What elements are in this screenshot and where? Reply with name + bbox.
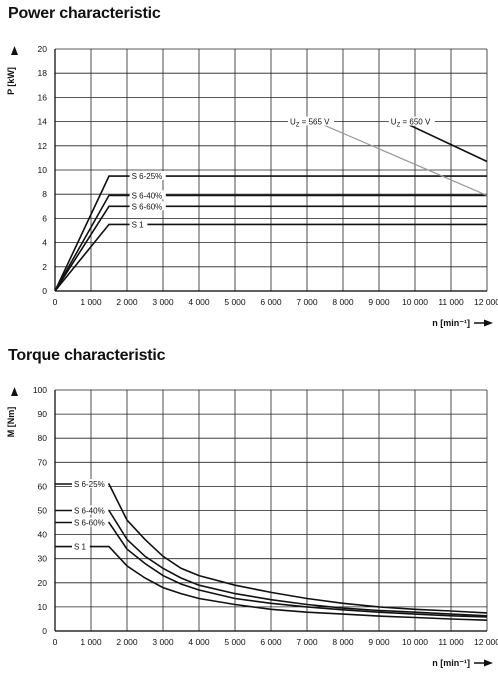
series-label-rest: = 650 V bbox=[400, 118, 431, 127]
y-tick-label: 2 bbox=[42, 262, 47, 272]
x-tick-label: 5 000 bbox=[224, 637, 246, 647]
x-tick-label: 3 000 bbox=[152, 297, 174, 307]
series-label: S 6-40% bbox=[132, 191, 163, 200]
series-label: S 6-60% bbox=[132, 202, 163, 211]
y-tick-label: 6 bbox=[42, 213, 47, 223]
y-tick-label: 40 bbox=[38, 530, 48, 540]
y-tick-label: 100 bbox=[33, 385, 47, 395]
x-tick-label: 10 000 bbox=[402, 297, 428, 307]
series-line bbox=[396, 118, 488, 163]
label-bg bbox=[129, 219, 148, 229]
series-label-subscript: Z bbox=[397, 123, 401, 129]
x-tick-label: 4 000 bbox=[188, 637, 210, 647]
x-tick-label: 1 000 bbox=[80, 637, 102, 647]
x-tick-label: 9 000 bbox=[368, 297, 390, 307]
chart-0: 0 1 000 2 000 3 000 4 000 5 000 6 000 7 000 8 00… bbox=[6, 44, 498, 328]
x-tick-label: 3 000 bbox=[152, 637, 174, 647]
y-tick-label: 30 bbox=[38, 554, 48, 564]
x-tick-label: 0 bbox=[53, 297, 58, 307]
label-bg bbox=[72, 478, 109, 488]
label-bg bbox=[72, 517, 109, 527]
torque-chart-title: Torque characteristic bbox=[8, 347, 166, 364]
x-tick-label: 7 000 bbox=[296, 637, 318, 647]
x-axis-arrowhead bbox=[484, 319, 493, 327]
x-tick-label: 2 000 bbox=[116, 637, 138, 647]
y-tick-label: 20 bbox=[38, 44, 48, 54]
x-tick-label: 6 000 bbox=[260, 637, 282, 647]
power-chart-title: Power characteristic bbox=[8, 5, 161, 22]
x-tick-label: 0 bbox=[53, 637, 58, 647]
series-label-rest: = 565 V bbox=[299, 118, 330, 127]
label-bg bbox=[72, 505, 109, 515]
series-line bbox=[55, 545, 488, 621]
y-tick-label: 60 bbox=[38, 481, 48, 491]
y-axis-label: M [Nm] bbox=[6, 407, 16, 438]
x-axis-label: n [min⁻¹] bbox=[432, 318, 470, 328]
x-tick-label: 8 000 bbox=[332, 297, 354, 307]
x-tick-label: 12 000 bbox=[474, 297, 498, 307]
x-tick-label: 1 000 bbox=[80, 297, 102, 307]
series-label: S 6-60% bbox=[74, 519, 105, 528]
series-label-subscript: Z bbox=[296, 123, 300, 129]
y-tick-label: 10 bbox=[38, 602, 48, 612]
y-tick-label: 70 bbox=[38, 457, 48, 467]
label-bg bbox=[129, 190, 166, 200]
y-axis-arrow bbox=[11, 387, 18, 396]
label-bg bbox=[129, 201, 166, 211]
series-label: UZ = 650 V bbox=[391, 118, 431, 129]
y-tick-label: 16 bbox=[38, 92, 48, 102]
y-tick-label: 4 bbox=[42, 238, 47, 248]
y-tick-label: 0 bbox=[42, 626, 47, 636]
x-axis-label: n [min⁻¹] bbox=[432, 658, 470, 668]
series-label: S 6-40% bbox=[74, 507, 105, 516]
series-line bbox=[54, 205, 487, 292]
label-bg bbox=[72, 541, 90, 551]
x-axis-arrowhead bbox=[484, 659, 493, 667]
label-bg bbox=[288, 116, 334, 126]
x-tick-label: 2 000 bbox=[116, 297, 138, 307]
y-axis-arrow bbox=[11, 46, 18, 55]
series-label: UZ = 565 V bbox=[290, 118, 330, 129]
series-label: S 1 bbox=[132, 220, 145, 229]
series-label: S 6-25% bbox=[74, 480, 105, 489]
y-tick-label: 90 bbox=[38, 409, 48, 419]
x-tick-label: 10 000 bbox=[402, 637, 428, 647]
x-tick-label: 11 000 bbox=[438, 297, 464, 307]
y-tick-label: 50 bbox=[38, 506, 48, 516]
y-tick-label: 18 bbox=[38, 68, 48, 78]
series-line bbox=[54, 175, 487, 292]
y-tick-label: 20 bbox=[38, 578, 48, 588]
label-bg bbox=[388, 116, 435, 126]
x-tick-label: 12 000 bbox=[474, 637, 498, 647]
y-tick-label: 14 bbox=[38, 117, 48, 127]
series-line bbox=[55, 521, 488, 618]
y-tick-label: 0 bbox=[42, 286, 47, 296]
series-line bbox=[55, 509, 488, 617]
series-label: S 6-25% bbox=[132, 172, 163, 181]
series-line bbox=[321, 123, 488, 196]
series-label: S 1 bbox=[74, 543, 87, 552]
x-tick-label: 7 000 bbox=[296, 297, 318, 307]
x-tick-label: 8 000 bbox=[332, 637, 354, 647]
series-line bbox=[55, 483, 488, 614]
x-tick-label: 11 000 bbox=[438, 637, 464, 647]
series-line bbox=[54, 223, 487, 292]
x-tick-label: 9 000 bbox=[368, 637, 390, 647]
y-tick-label: 10 bbox=[38, 165, 48, 175]
x-tick-label: 6 000 bbox=[260, 297, 282, 307]
series-line bbox=[54, 194, 487, 292]
y-tick-label: 12 bbox=[38, 141, 48, 151]
y-axis-label: P [kW] bbox=[6, 67, 16, 95]
x-tick-label: 4 000 bbox=[188, 297, 210, 307]
label-bg bbox=[129, 171, 166, 181]
y-tick-label: 8 bbox=[42, 189, 47, 199]
y-tick-label: 80 bbox=[38, 433, 48, 443]
x-tick-label: 5 000 bbox=[224, 297, 246, 307]
chart-1: 0 1 000 2 000 3 000 4 000 5 000 6 000 7 000 8 00… bbox=[6, 385, 498, 668]
